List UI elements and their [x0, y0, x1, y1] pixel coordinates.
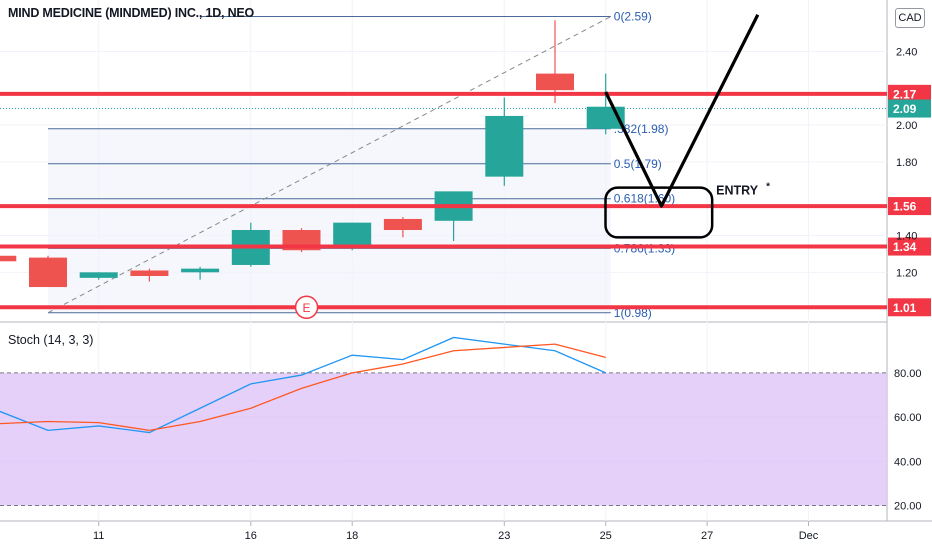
entry-label: ENTRY [716, 184, 759, 198]
support-price-label: 1.56 [893, 200, 917, 214]
earnings-marker[interactable] [294, 295, 319, 320]
forecast-path[interactable] [604, 14, 760, 208]
current-price-label: 2.09 [893, 102, 917, 116]
time-tick-label: 27 [701, 530, 713, 542]
candle-body[interactable] [130, 270, 169, 276]
currency-badge[interactable]: CAD [895, 8, 925, 28]
candle-body[interactable] [181, 268, 220, 273]
stoch-tick-label: 40.00 [894, 456, 922, 468]
stoch-tick-label: 20.00 [894, 501, 922, 513]
support-price-label: 2.17 [893, 87, 917, 101]
time-tick-label: 25 [600, 530, 612, 542]
symbol-title: MIND MEDICINE (MINDMED) INC., 1D, NEO [8, 6, 255, 20]
time-tick-label: Dec [799, 530, 819, 542]
time-tick-label: 23 [498, 530, 510, 542]
time-tick-label: 18 [346, 530, 358, 542]
fib-level-label: .382(1.98) [614, 122, 669, 136]
candle-body[interactable] [333, 222, 372, 249]
price-tick-label: 1.80 [896, 157, 917, 169]
current-price-badge [888, 99, 931, 118]
support-price-label: 1.34 [893, 240, 917, 254]
time-tick-label: 16 [245, 530, 257, 542]
entry-zone-box[interactable] [604, 186, 714, 239]
price-tick-label: 2.00 [896, 120, 917, 132]
price-tick-label: 2.40 [896, 47, 917, 59]
candle-body[interactable] [536, 73, 574, 91]
stoch-tick-label: 60.00 [894, 412, 922, 424]
candle-body[interactable] [485, 115, 524, 177]
support-price-badge [888, 237, 931, 256]
fib-level-label: 0.5(1.79) [614, 157, 662, 171]
support-price-badge [888, 84, 931, 103]
support-price-badge [888, 197, 931, 216]
candle-body[interactable] [383, 218, 422, 230]
fib-trend-line[interactable] [47, 16, 612, 314]
earnings-marker-label: E [303, 301, 311, 315]
stoch-k-line[interactable] [0, 336, 606, 434]
time-tick-label: 11 [93, 530, 104, 542]
stoch-band [0, 372, 887, 506]
candle-body[interactable] [79, 272, 118, 278]
candle-body[interactable] [29, 257, 67, 288]
stoch-tick-label: 80.00 [894, 368, 922, 380]
stoch-title[interactable]: Stoch (14, 3, 3) [8, 333, 94, 347]
support-price-label: 1.01 [893, 301, 917, 315]
fib-level-label: 1(0.98) [614, 306, 652, 320]
entry-mark: * [766, 182, 770, 193]
stoch-d-line[interactable] [0, 343, 606, 432]
fib-level-label: 0(2.59) [614, 10, 652, 24]
support-price-badge [888, 298, 931, 317]
candle-body[interactable] [0, 255, 17, 262]
price-tick-label: 1.20 [896, 267, 917, 279]
price-tick-label: 1.40 [896, 231, 917, 243]
